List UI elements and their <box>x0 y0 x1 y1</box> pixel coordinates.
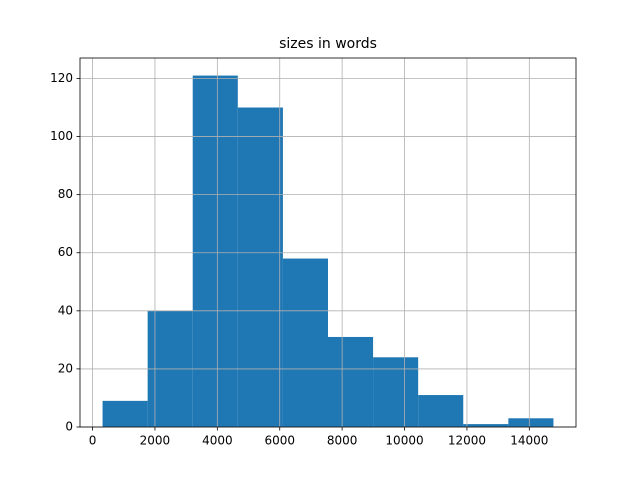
bar <box>463 424 509 427</box>
bar <box>508 418 554 427</box>
bar <box>328 336 374 427</box>
x-tick-label: 6000 <box>264 434 295 448</box>
y-tick-label: 80 <box>58 187 73 201</box>
plot-frame <box>79 57 577 428</box>
y-tick-label: 100 <box>50 129 73 143</box>
bar <box>237 107 283 428</box>
y-tick-label: 0 <box>65 420 73 434</box>
bar <box>282 258 328 427</box>
x-tick-label: 12000 <box>448 434 486 448</box>
x-tick-label: 14000 <box>510 434 548 448</box>
x-tick-label: 2000 <box>140 434 171 448</box>
bar <box>192 75 238 428</box>
x-tick-label: 4000 <box>202 434 233 448</box>
bar <box>418 395 464 427</box>
y-tick-label: 60 <box>58 245 73 259</box>
bar <box>102 400 148 427</box>
x-tick-label: 8000 <box>327 434 358 448</box>
y-tick-label: 40 <box>58 303 73 317</box>
bar <box>373 357 419 427</box>
chart-title: sizes in words <box>279 36 377 52</box>
x-tick-label: 10000 <box>385 434 423 448</box>
y-tick-label: 20 <box>58 361 73 375</box>
y-tick-label: 120 <box>50 71 73 85</box>
x-tick-label: 0 <box>89 434 97 448</box>
